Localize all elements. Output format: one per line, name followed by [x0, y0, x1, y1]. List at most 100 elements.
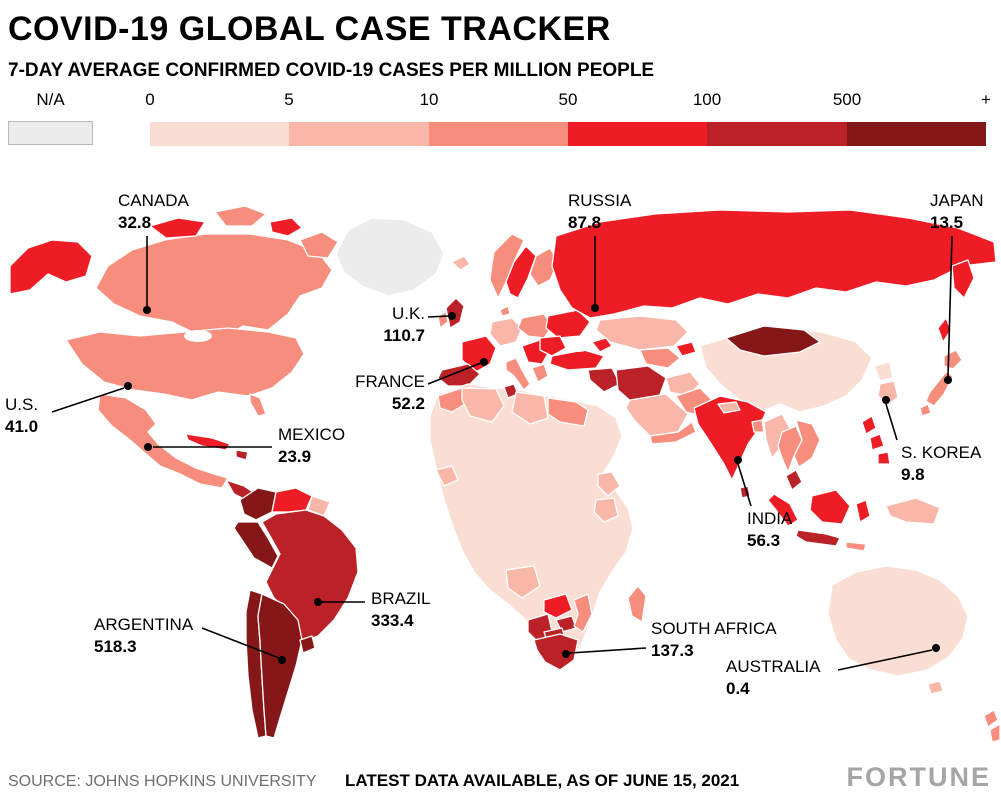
leader-australia: [837, 649, 933, 671]
philippines-mindanao: [877, 451, 891, 465]
nz-south-island: [989, 723, 1001, 743]
country-greenland: [335, 217, 445, 297]
country-value: 333.4: [371, 611, 414, 630]
indonesia-sumatra: [767, 493, 799, 527]
country-label: JAPAN: [930, 191, 984, 210]
country-label: BRAZIL: [371, 589, 431, 608]
country-iceland: [451, 255, 471, 271]
dot-brazil: [314, 598, 322, 606]
country-algeria: [461, 387, 505, 423]
legend-na-swatch: [8, 121, 93, 145]
region-central-europe: [489, 317, 523, 347]
country-label: U.S.: [5, 395, 39, 414]
country-malaysia: [785, 469, 803, 491]
legend-segment-50-100: [567, 122, 708, 146]
country-label: MEXICO: [278, 425, 346, 444]
callout-skorea: S. KOREA 9.8: [901, 442, 981, 486]
black-sea: [565, 340, 591, 352]
country-zambia: [543, 593, 573, 619]
country-mozambique: [573, 593, 593, 633]
fortune-logo: FORTUNE: [846, 762, 991, 792]
region-west-africa: [435, 465, 459, 487]
legend-tick-100: 100: [692, 90, 722, 109]
dot-australia: [932, 644, 940, 652]
country-ireland: [437, 311, 449, 329]
dot-mexico: [144, 443, 152, 451]
legend-color-bar: [150, 122, 986, 146]
country-argentina: [257, 593, 303, 739]
arctic-island-3: [269, 217, 303, 237]
country-us: [65, 327, 305, 401]
country-value: 9.8: [901, 465, 925, 484]
leader-argentina: [201, 627, 280, 659]
callout-brazil: BRAZIL 333.4: [371, 588, 431, 632]
country-mexico: [97, 393, 229, 489]
country-australia: [827, 565, 969, 677]
country-south-africa: [533, 633, 579, 671]
page-subtitle: 7-DAY AVERAGE CONFIRMED COVID-19 CASES P…: [8, 60, 655, 81]
country-russia: [551, 209, 997, 319]
legend-segment-5-10: [289, 122, 429, 146]
country-new-guinea: [885, 497, 941, 525]
country-alaska: [9, 239, 93, 295]
country-value: 52.2: [391, 394, 425, 413]
dot-skorea: [882, 396, 890, 404]
country-label: FRANCE: [355, 372, 425, 391]
callout-australia: AUSTRALIA 0.4: [726, 656, 820, 700]
legend-na-label: N/A: [36, 90, 65, 109]
great-lakes: [184, 330, 212, 342]
latest-data-note: LATEST DATA AVAILABLE, AS OF JUNE 15, 20…: [345, 771, 740, 790]
callout-canada: CANADA 32.8: [118, 190, 189, 234]
indonesia-lesser-sunda: [845, 541, 867, 552]
country-ethiopia: [597, 471, 621, 497]
region-indochina: [793, 419, 821, 468]
japan-hokkaido: [943, 349, 963, 370]
dot-uk: [448, 312, 456, 320]
country-venezuela: [271, 487, 313, 513]
callout-russia: RUSSIA 87.8: [568, 190, 631, 234]
leader-france: [427, 362, 482, 385]
australia-tasmania: [927, 680, 944, 695]
country-value: 23.9: [278, 447, 312, 466]
callout-argentina: ARGENTINA 518.3: [94, 614, 193, 658]
world-map: [9, 205, 1001, 743]
legend-tick-0: 0: [145, 90, 155, 109]
legend-scale: 0 5 10 50 100 500 +: [145, 90, 991, 148]
country-nepal: [717, 401, 741, 414]
map-landmasses: [9, 205, 1001, 743]
leader-japan: [947, 235, 953, 378]
country-label: SOUTH AFRICA: [651, 619, 777, 638]
russia-kamchatka: [951, 259, 975, 299]
country-value: 137.3: [651, 641, 694, 660]
country-kyrgyzstan: [675, 341, 697, 357]
japan-kyushu: [919, 403, 932, 417]
legend-segment-10-50: [428, 122, 568, 146]
country-label: U.K.: [391, 304, 425, 323]
region-syria-iraq: [587, 367, 621, 393]
caspian-sea: [621, 349, 635, 369]
philippines-luzon: [861, 415, 877, 435]
country-uruguay: [299, 635, 316, 654]
russia-sakhalin: [937, 317, 952, 343]
country-label: ARGENTINA: [94, 615, 194, 634]
country-romania: [539, 335, 567, 357]
callout-india: INDIA 56.3: [747, 508, 792, 552]
country-angola: [505, 565, 541, 599]
arctic-island-1: [149, 217, 206, 239]
leader-southafrica: [569, 647, 647, 654]
country-madagascar: [627, 585, 647, 623]
country-kazakhstan: [595, 315, 689, 351]
page-title: COVID-19 GLOBAL CASE TRACKER: [8, 10, 611, 48]
country-libya: [511, 391, 549, 425]
map-water-bodies: [184, 330, 635, 369]
callout-southafrica: SOUTH AFRICA 137.3: [651, 618, 777, 662]
dot-canada: [143, 306, 151, 314]
callout-leaders: [51, 235, 953, 671]
callout-mexico: MEXICO 23.9: [278, 424, 345, 468]
callout-japan: JAPAN 13.5: [930, 190, 984, 234]
callout-dots: [124, 304, 952, 664]
country-value: 0.4: [726, 679, 750, 698]
country-thailand: [777, 425, 803, 473]
leader-india: [737, 463, 752, 507]
country-label: RUSSIA: [568, 191, 632, 210]
